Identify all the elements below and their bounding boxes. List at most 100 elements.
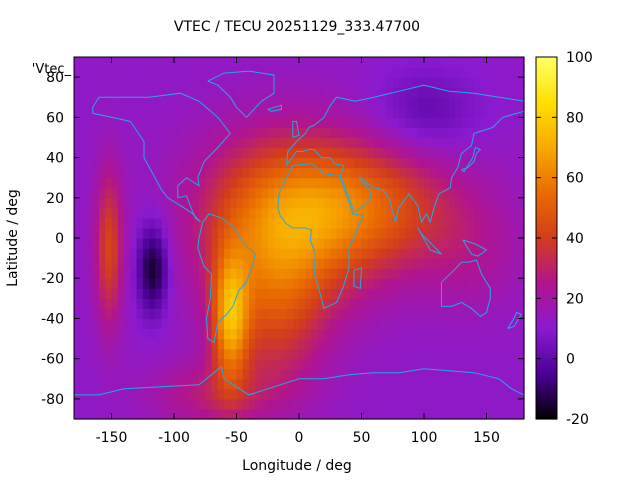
heat-cell <box>505 167 513 179</box>
colorbar-segment <box>536 265 557 269</box>
heat-cell <box>167 197 175 209</box>
heat-cell <box>211 378 219 390</box>
heat-cell <box>105 318 113 330</box>
heat-cell <box>355 217 363 229</box>
heat-cell <box>136 117 144 128</box>
heat-cell <box>336 227 344 239</box>
heat-cell <box>505 298 513 309</box>
heat-cell <box>249 398 256 410</box>
heat-cell <box>249 197 256 209</box>
heat-cell <box>411 348 419 360</box>
heat-cell <box>474 227 481 239</box>
heat-cell <box>149 197 156 209</box>
heat-cell <box>161 288 169 299</box>
heat-cell <box>311 398 319 410</box>
heat-cell <box>117 227 125 239</box>
heat-cell <box>392 57 400 68</box>
heat-cell <box>255 358 263 370</box>
heat-cell <box>186 167 194 179</box>
heat-cell <box>361 127 369 139</box>
heat-cell <box>455 248 463 259</box>
heat-cell <box>499 187 506 199</box>
heat-cell <box>117 67 125 78</box>
heat-cell <box>92 77 100 88</box>
heat-cell <box>492 87 500 98</box>
heat-cell <box>424 258 431 269</box>
heat-cell <box>361 238 369 249</box>
heat-cell <box>261 157 269 169</box>
heat-cell <box>392 338 400 350</box>
heat-cell <box>236 137 244 149</box>
heat-cell <box>349 217 356 229</box>
heat-cell <box>461 368 469 380</box>
heat-cell <box>305 67 313 78</box>
heat-cell <box>436 157 444 169</box>
heat-cell <box>336 207 344 219</box>
heat-cell <box>142 227 150 239</box>
heat-cell <box>374 137 381 149</box>
heat-cell <box>224 207 231 219</box>
heat-cell <box>211 117 219 128</box>
heat-cell <box>92 318 100 330</box>
heat-cell <box>86 57 94 68</box>
colorbar-segment <box>536 298 557 302</box>
heat-cell <box>461 248 469 259</box>
colorbar-segment <box>536 180 557 185</box>
heat-cell <box>336 248 344 259</box>
heat-cell <box>149 177 156 189</box>
heat-cell <box>367 278 375 289</box>
heat-cell <box>424 338 431 350</box>
heat-cell <box>192 187 200 199</box>
heat-cell <box>336 67 344 78</box>
heat-cell <box>480 408 488 420</box>
heat-cell <box>261 167 269 179</box>
heat-cell <box>217 137 225 149</box>
heat-cell <box>142 308 150 320</box>
heat-cell <box>286 187 294 199</box>
heat-cell <box>386 87 394 98</box>
heat-cell <box>492 167 500 179</box>
heat-cell <box>192 157 200 169</box>
heat-cell <box>349 77 356 88</box>
heat-cell <box>80 368 88 380</box>
heat-cell <box>361 348 369 360</box>
heat-cell <box>136 87 144 98</box>
heat-cell <box>280 197 288 209</box>
heat-cell <box>299 268 306 279</box>
heat-cell <box>199 87 206 98</box>
heat-cell <box>92 258 100 269</box>
heat-cell <box>336 127 344 139</box>
heat-cell <box>305 408 313 420</box>
heat-cell <box>80 348 88 360</box>
heat-cell <box>286 67 294 78</box>
colorbar-segment <box>536 409 557 414</box>
heat-cell <box>424 107 431 118</box>
heat-cell <box>217 248 225 259</box>
heat-cell <box>480 177 488 189</box>
heat-cell <box>455 238 463 249</box>
heat-cell <box>399 147 406 159</box>
heat-cell <box>505 388 513 400</box>
heat-cell <box>267 227 275 239</box>
heat-cell <box>111 147 119 159</box>
heat-cell <box>224 278 231 289</box>
heat-cell <box>92 187 100 199</box>
heat-cell <box>111 187 119 199</box>
heat-cell <box>142 167 150 179</box>
heat-cell <box>224 298 231 309</box>
heat-cell <box>317 388 325 400</box>
heat-cell <box>74 197 81 209</box>
heat-cell <box>442 348 450 360</box>
heat-cell <box>324 127 331 139</box>
y-tick-label: 20 <box>46 191 64 207</box>
heat-cell <box>174 398 181 410</box>
heat-cell <box>286 328 294 340</box>
heat-cell <box>267 167 275 179</box>
heat-cell <box>361 57 369 68</box>
heat-cell <box>186 298 194 309</box>
heat-cell <box>299 157 306 169</box>
heat-cell <box>255 348 263 360</box>
heat-cell <box>424 408 431 420</box>
heat-cell <box>205 238 213 249</box>
heat-cell <box>167 97 175 108</box>
